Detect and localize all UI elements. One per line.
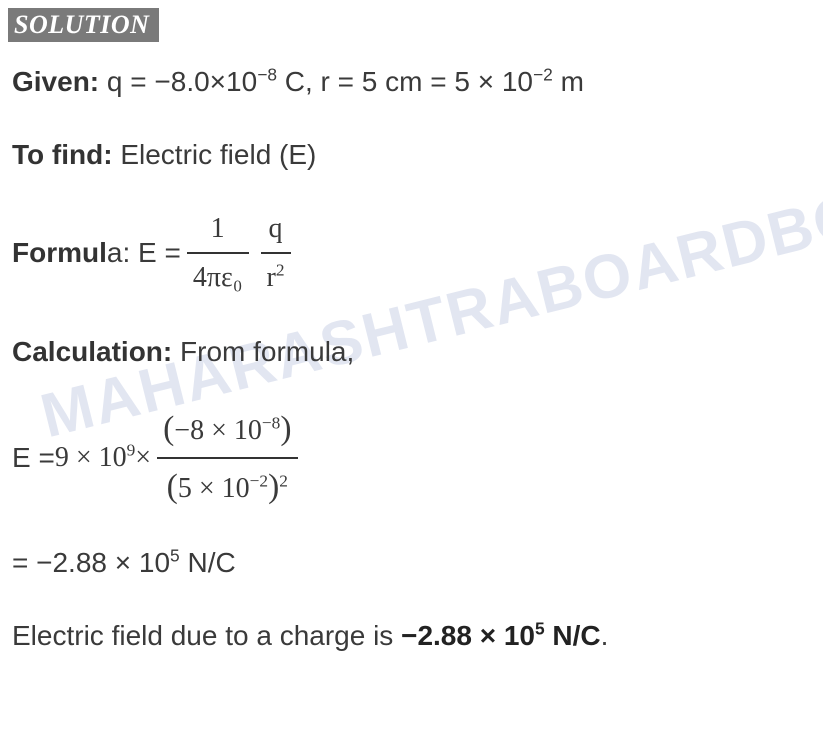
formula-row: Formula: E = 1 4πε₀ q r2 <box>12 207 811 300</box>
calc-times: × <box>135 436 151 479</box>
calc-num-open: ( <box>163 410 174 447</box>
calc-num-exp: −8 <box>262 414 280 433</box>
final-bold-pre: −2.88 × 10 <box>401 620 535 651</box>
given-row: Given: q = −8.0×10−8 C, r = 5 cm = 5 × 1… <box>12 60 811 103</box>
calc-lhs: E = <box>12 436 55 479</box>
final-period: . <box>601 620 609 651</box>
calc-den-exp1: −2 <box>250 472 268 491</box>
result-pre: = −2.88 × 10 <box>12 547 170 578</box>
formula-frac2-den-base: r <box>267 262 276 293</box>
tofind-label: To find: <box>12 139 113 170</box>
given-label: Given: <box>12 66 99 97</box>
calc-coef-base: 9 × 10 <box>55 442 127 473</box>
calc-coef: 9 × 109 <box>55 436 135 479</box>
calculation-label: Calculation: <box>12 336 172 367</box>
calculation-text: From formula, <box>172 336 354 367</box>
final-pre: Electric field due to a charge is <box>12 620 401 651</box>
given-text-pre: q = −8.0×10 <box>99 66 257 97</box>
solution-badge: SOLUTION <box>8 8 159 42</box>
final-row: Electric field due to a charge is −2.88 … <box>12 614 811 657</box>
result-row: = −2.88 × 105 N/C <box>12 541 811 584</box>
formula-frac2: q r2 <box>261 207 291 300</box>
formula-frac2-den-exp: 2 <box>276 261 285 280</box>
calculation-row: Calculation: From formula, <box>12 330 811 373</box>
calc-den-body: 5 × 10 <box>178 473 250 504</box>
solution-content: Given: q = −8.0×10−8 C, r = 5 cm = 5 × 1… <box>0 42 823 658</box>
formula-frac1-den: 4πε₀ <box>187 254 249 299</box>
calc-den-close: ) <box>268 468 279 505</box>
calc-frac: (−8 × 10−8) (5 × 10−2)2 <box>157 403 297 513</box>
tofind-row: To find: Electric field (E) <box>12 133 811 176</box>
result-exp: 5 <box>170 546 180 566</box>
tofind-text: Electric field (E) <box>113 139 317 170</box>
calc-coef-exp: 9 <box>127 441 136 460</box>
final-bold: −2.88 × 105 N/C <box>401 620 601 651</box>
formula-label-pre: Formul <box>12 237 107 268</box>
formula-lhs: E = <box>130 237 181 268</box>
calc-expr-row: E = 9 × 109 × (−8 × 10−8) (5 × 10−2)2 <box>12 403 811 513</box>
calc-num-body: −8 × 10 <box>174 415 262 446</box>
final-bold-post: N/C <box>545 620 601 651</box>
formula-frac1: 1 4πε₀ <box>187 207 249 300</box>
given-exp1: −8 <box>257 65 277 85</box>
formula-label-post: a: <box>107 237 130 268</box>
calc-den-exp2: 2 <box>279 472 288 491</box>
given-exp2: −2 <box>533 65 553 85</box>
formula-frac1-num: 1 <box>187 207 249 254</box>
result-post: N/C <box>180 547 236 578</box>
formula-frac2-den: r2 <box>261 254 291 299</box>
given-text-post: m <box>553 66 584 97</box>
given-text-mid: C, r = 5 cm = 5 × 10 <box>277 66 533 97</box>
calc-num-close: ) <box>280 410 291 447</box>
calc-frac-num: (−8 × 10−8) <box>157 403 297 459</box>
calc-den-open: ( <box>167 468 178 505</box>
calc-frac-den: (5 × 10−2)2 <box>157 459 297 513</box>
final-bold-exp: 5 <box>535 619 545 639</box>
formula-frac2-num: q <box>261 207 291 254</box>
